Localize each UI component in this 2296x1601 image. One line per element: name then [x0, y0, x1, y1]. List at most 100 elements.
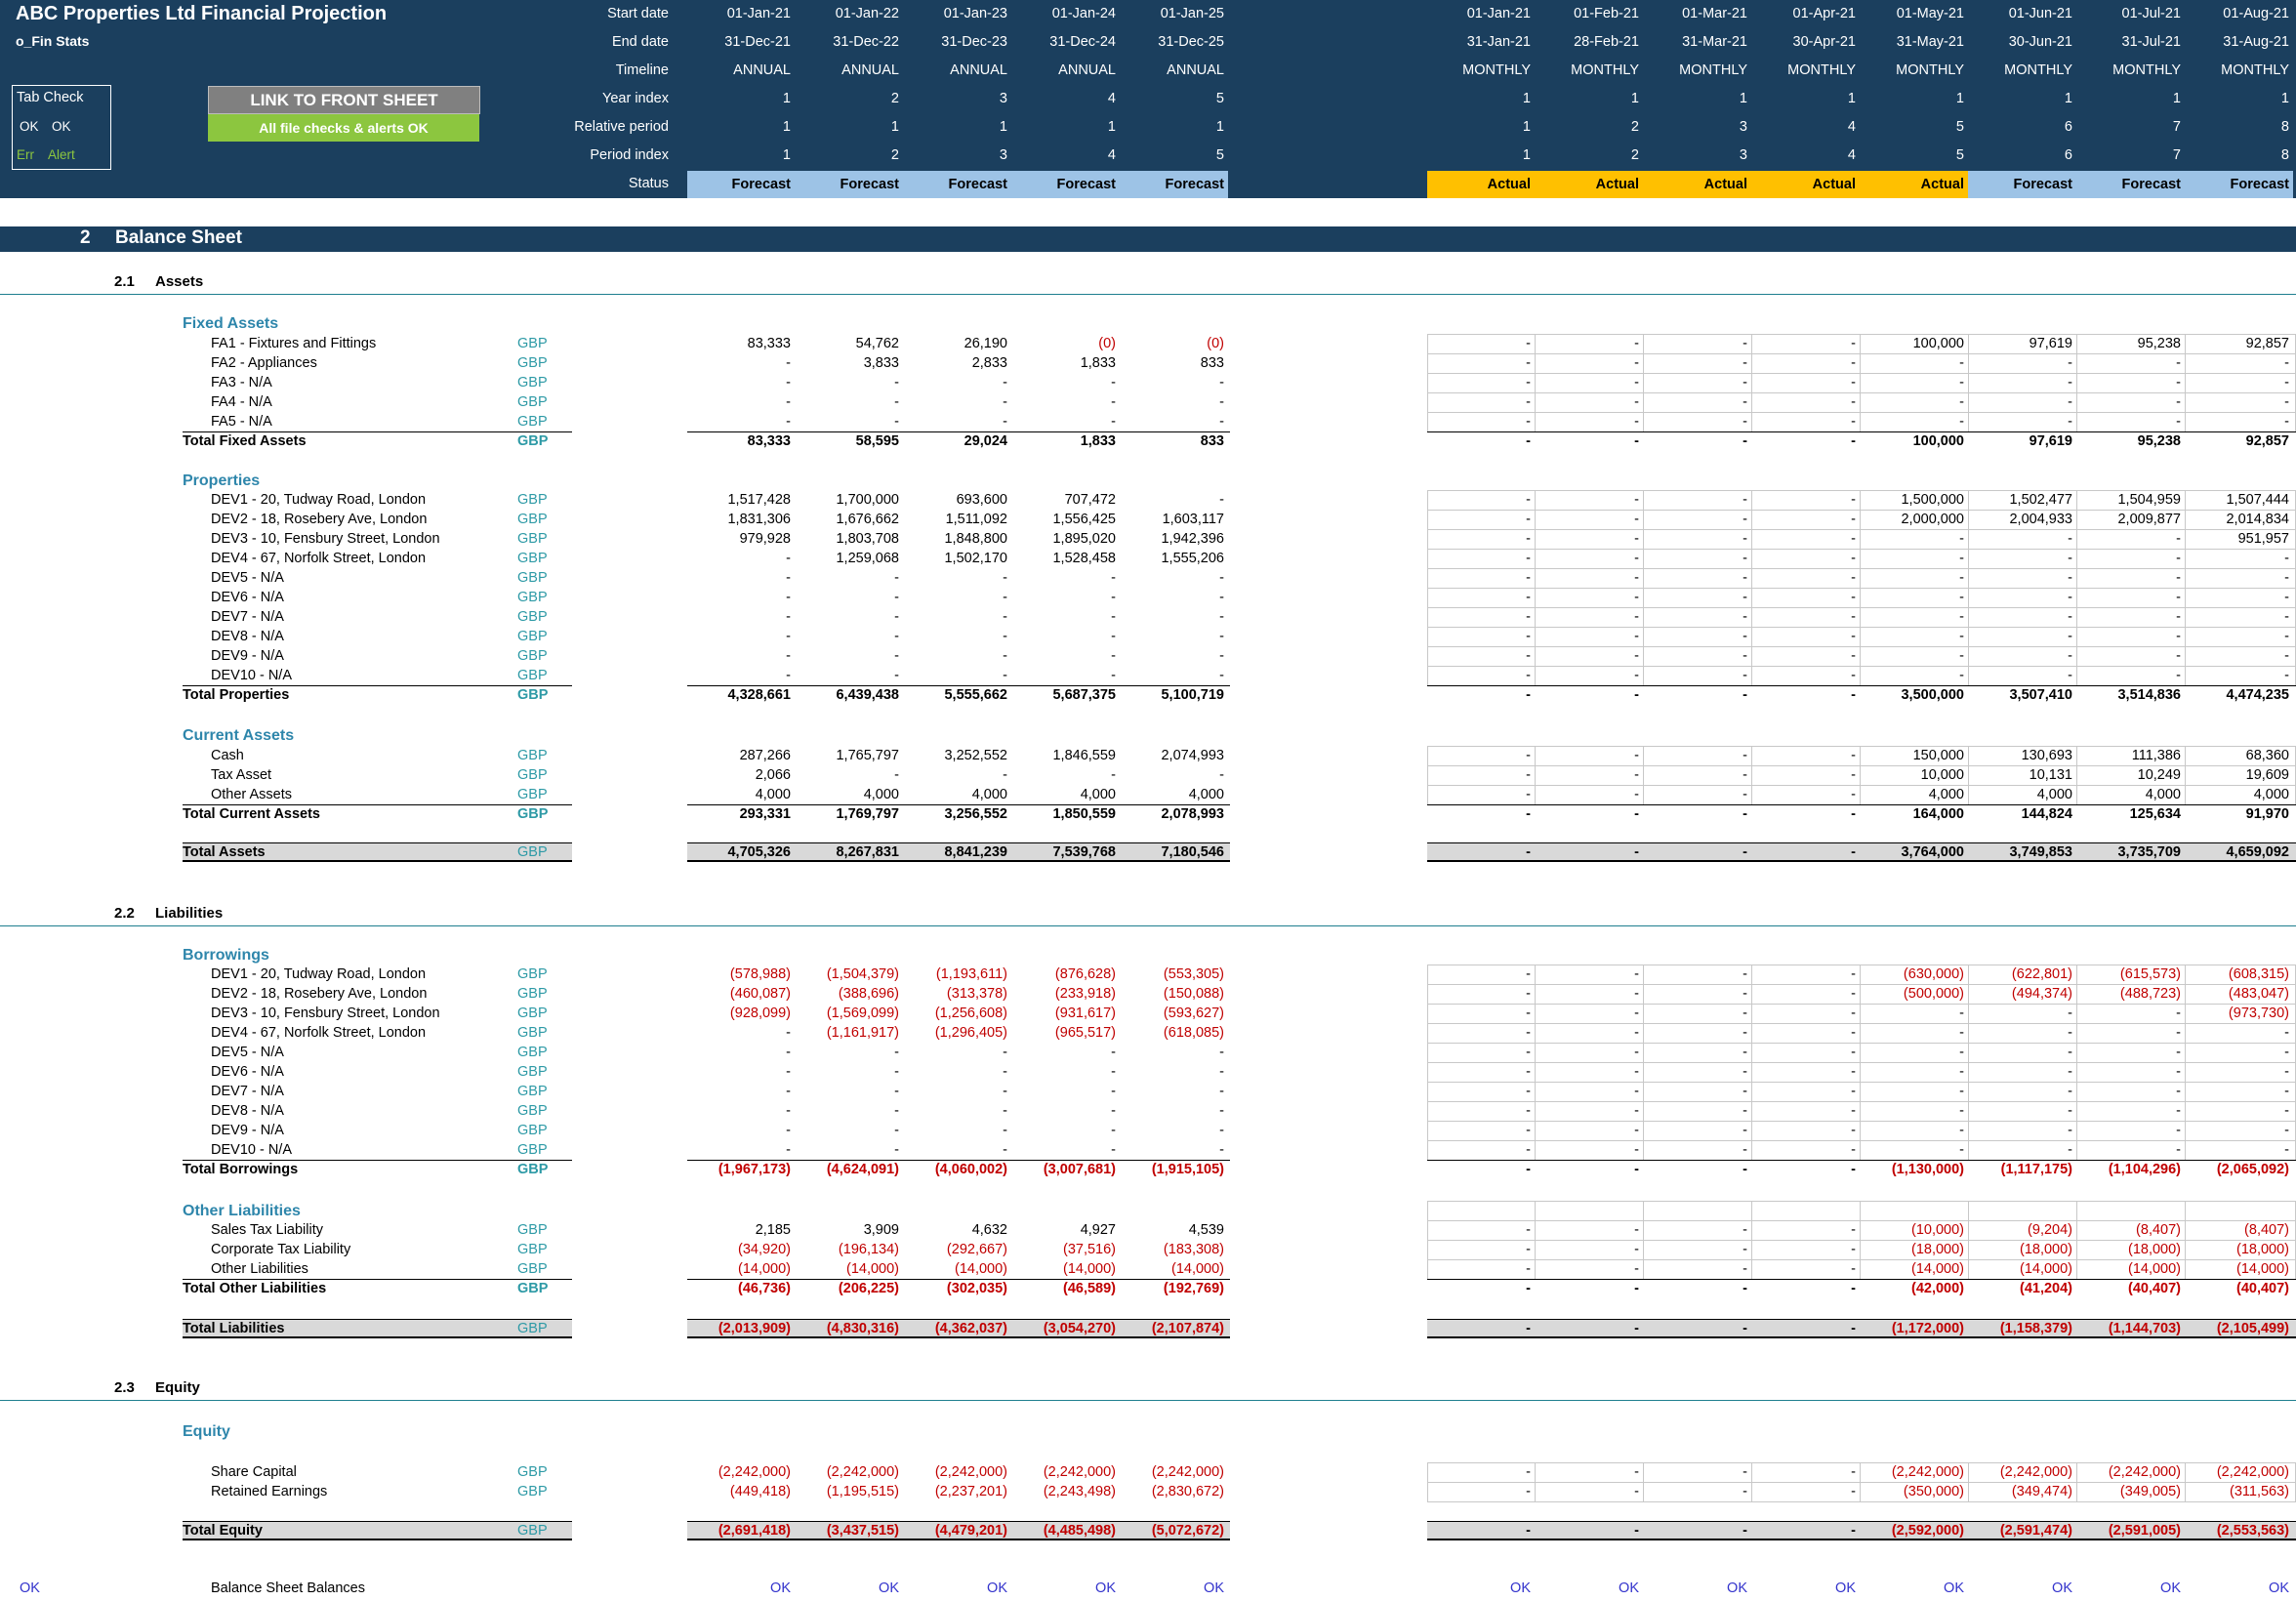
value-cell: (1,104,296)	[2108, 1162, 2181, 1177]
value-cell: 144,824	[2021, 806, 2072, 822]
value-cell: -	[1634, 394, 1639, 410]
unit-label: GBP	[517, 1006, 548, 1021]
grid-row-line	[1427, 607, 2296, 608]
value-cell: -	[1634, 1045, 1639, 1060]
value-cell: -	[2284, 375, 2289, 390]
value-cell: -	[1219, 1142, 1224, 1158]
value-cell: 1,848,800	[944, 531, 1007, 547]
value-cell: 2,074,993	[1161, 748, 1224, 763]
value-cell: -	[1526, 551, 1531, 566]
value-cell: -	[1742, 748, 1747, 763]
value-cell: -	[2284, 668, 2289, 683]
value-cell: -	[1111, 1123, 1116, 1138]
value-cell: -	[1851, 414, 1856, 430]
grid-col-line	[2185, 1201, 2186, 1279]
grid-col-line	[2185, 965, 2186, 1160]
unit-label: GBP	[517, 1084, 548, 1099]
header-period-cell: 4	[1847, 147, 1856, 163]
value-cell: -	[1959, 648, 1964, 664]
value-cell: -	[1111, 1142, 1116, 1158]
group-title: Borrowings	[183, 947, 269, 964]
grand-total-label: Total Equity	[183, 1523, 263, 1539]
grid-col-line	[2076, 746, 2077, 804]
status-cell: Forecast	[2076, 171, 2185, 198]
unit-label: GBP	[517, 966, 548, 982]
value-cell: 979,928	[739, 531, 791, 547]
row-label: DEV10 - N/A	[211, 668, 292, 683]
link-front-sheet-button[interactable]: LINK TO FRONT SHEET	[208, 86, 480, 114]
value-cell: -	[1742, 531, 1747, 547]
value-cell: 2,000,000	[1901, 512, 1964, 527]
value-cell: -	[2176, 1064, 2181, 1080]
value-cell: (2,242,000)	[1999, 1464, 2072, 1480]
value-cell: (965,517)	[1054, 1025, 1116, 1041]
grid-col-line	[1535, 965, 1536, 1160]
grid-row-line	[1427, 1140, 2296, 1141]
value-cell: -	[2176, 355, 2181, 371]
value-cell: -	[2284, 1142, 2289, 1158]
value-cell: (500,000)	[1903, 986, 1964, 1002]
grid-col-line	[1968, 965, 1969, 1160]
value-cell: -	[1634, 1242, 1639, 1257]
value-cell: -	[1526, 590, 1531, 605]
value-cell: 833	[1200, 355, 1224, 371]
value-cell: -	[1742, 1464, 1747, 1480]
value-cell: -	[2176, 531, 2181, 547]
value-cell: (2,691,418)	[718, 1523, 791, 1539]
file-checks-badge: All file checks & alerts OK	[208, 114, 479, 142]
row-label: DEV9 - N/A	[211, 1123, 284, 1138]
value-cell: (42,000)	[1910, 1281, 1964, 1296]
value-cell: -	[1003, 414, 1007, 430]
value-cell: -	[1959, 1084, 1964, 1099]
value-cell: -	[1742, 590, 1747, 605]
value-cell: -	[1003, 1123, 1007, 1138]
unit-label: GBP	[517, 1025, 548, 1041]
unit-label: GBP	[517, 1242, 548, 1257]
value-cell: -	[1851, 767, 1856, 783]
group-title: Other Liabilities	[183, 1203, 301, 1219]
value-cell: -	[1634, 648, 1639, 664]
value-cell: -	[1526, 806, 1531, 822]
grid-col-line	[2076, 965, 2077, 1160]
value-cell: -	[1742, 1123, 1747, 1138]
row-label: DEV6 - N/A	[211, 590, 284, 605]
total-rule	[687, 1160, 1230, 1161]
value-cell: 4,474,235	[2226, 687, 2289, 703]
header-year-cell: 1	[2172, 91, 2181, 106]
value-cell: -	[1526, 414, 1531, 430]
value-cell: (4,624,091)	[826, 1162, 899, 1177]
row-label: FA2 - Appliances	[211, 355, 317, 371]
value-cell: -	[1634, 531, 1639, 547]
value-cell: -	[1851, 748, 1856, 763]
value-cell: -	[1219, 414, 1224, 430]
value-cell: 4,000	[1080, 787, 1116, 802]
unit-label: GBP	[517, 492, 548, 508]
value-cell: 1,895,020	[1052, 531, 1116, 547]
value-cell: -	[786, 1045, 791, 1060]
value-cell: (4,830,316)	[826, 1321, 899, 1336]
value-cell: -	[1219, 394, 1224, 410]
subsection-title: Liabilities	[155, 905, 224, 922]
value-cell: -	[1111, 668, 1116, 683]
value-cell: (0)	[1207, 336, 1224, 351]
grid-col-line	[1751, 334, 1752, 431]
value-cell: -	[1111, 1045, 1116, 1060]
value-cell: 1,942,396	[1161, 531, 1224, 547]
value-cell: (40,407)	[2235, 1281, 2289, 1296]
value-cell: 29,024	[964, 433, 1007, 449]
check-cell: OK	[2052, 1580, 2072, 1596]
unit-label: GBP	[517, 986, 548, 1002]
value-cell: -	[786, 668, 791, 683]
value-cell: -	[2176, 1123, 2181, 1138]
value-cell: (2,242,000)	[718, 1464, 791, 1480]
row-label: DEV2 - 18, Rosebery Ave, London	[211, 986, 428, 1002]
value-cell: 4,000	[755, 787, 791, 802]
value-cell: (2,242,000)	[934, 1464, 1007, 1480]
value-cell: -	[1526, 1025, 1531, 1041]
value-cell: -	[1959, 1064, 1964, 1080]
value-cell: (14,000)	[1062, 1261, 1116, 1277]
status-cell: Forecast	[795, 171, 903, 198]
value-cell: 3,764,000	[1901, 844, 1964, 860]
value-cell: 10,000	[1920, 767, 1964, 783]
row-label: DEV7 - N/A	[211, 609, 284, 625]
